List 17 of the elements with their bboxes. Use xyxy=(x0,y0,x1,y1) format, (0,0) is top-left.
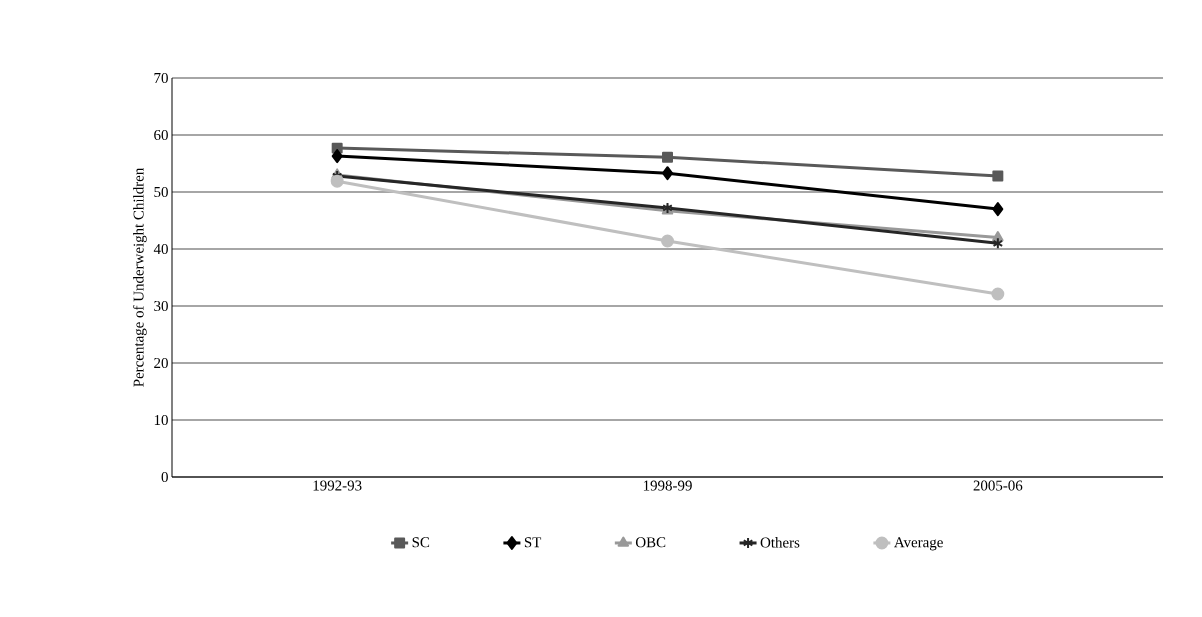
x-tick-label: 1992-93 xyxy=(313,480,362,491)
y-tick-label: 60 xyxy=(154,129,168,141)
y-tick-label: 70 xyxy=(154,72,168,84)
y-tick-label: 50 xyxy=(154,186,168,198)
legend-label: OBC xyxy=(635,537,666,548)
x-tick-label: 1998-99 xyxy=(643,480,692,491)
legend-label: ST xyxy=(524,537,542,548)
y-tick-label: 10 xyxy=(154,414,168,426)
y-tick-label: 0 xyxy=(161,471,168,483)
y-axis-title: Percentage of Underweight Children xyxy=(132,167,147,387)
y-tick-label: 40 xyxy=(153,243,168,255)
y-tick-label: 20 xyxy=(154,357,168,369)
y-tick-label: 30 xyxy=(154,300,168,312)
legend-label: Others xyxy=(760,537,800,548)
x-tick-label: 2005-06 xyxy=(973,480,1023,491)
legend-label: SC xyxy=(412,537,430,548)
legend-label: Average xyxy=(894,537,943,551)
